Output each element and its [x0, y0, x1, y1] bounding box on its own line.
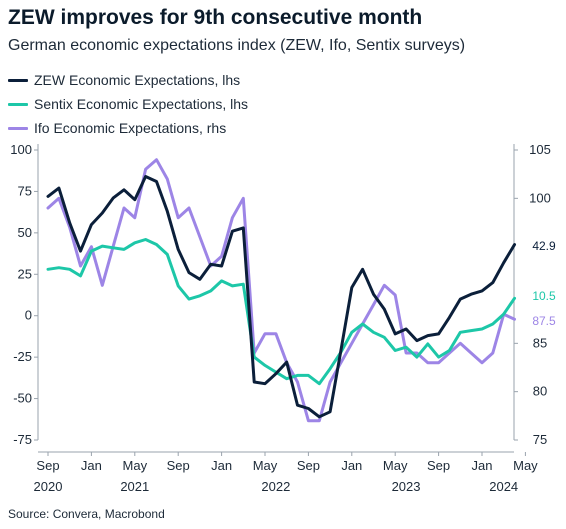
left-axis-tick-label: -75 — [13, 432, 32, 447]
left-axis-tick-label: -25 — [13, 349, 32, 364]
series-line-ifo — [46, 158, 516, 423]
x-axis-year-label: 2020 — [34, 479, 63, 494]
left-axis-tick-label: 0 — [25, 308, 32, 323]
x-axis-tick-label: Sep — [167, 458, 190, 473]
legend-item-ifo: Ifo Economic Expectations, rhs — [8, 116, 248, 140]
legend-swatch-zew — [8, 78, 28, 82]
x-axis-tick-label: Sep — [427, 458, 450, 473]
legend-swatch-ifo — [8, 126, 28, 130]
x-axis-tick-label: May — [383, 458, 408, 473]
x-axis-year-label: 2024 — [489, 479, 518, 494]
legend-item-zew: ZEW Economic Expectations, lhs — [8, 68, 248, 92]
x-axis-tick-label: Sep — [297, 458, 320, 473]
chart-subtitle: German economic expectations index (ZEW,… — [8, 37, 466, 54]
x-axis-year-label: 2023 — [392, 479, 421, 494]
series-line-sentix — [46, 238, 516, 386]
line-chart: 100 75 50 25 0 -25 -50 -75 105 100 85 80 75 Sep Jan May… — [10, 142, 556, 494]
end-value-label-ifo: 87.5 — [532, 314, 556, 328]
legend-swatch-sentix — [8, 102, 28, 106]
left-axis-tick-label: 25 — [18, 266, 32, 281]
end-value-label-sentix: 10.5 — [532, 289, 556, 303]
x-axis-year-label: 2021 — [120, 479, 149, 494]
x-axis-tick-label: Jan — [472, 458, 493, 473]
x-axis-tick-label: Jan — [211, 458, 232, 473]
right-axis-tick-label: 80 — [533, 384, 547, 399]
x-axis-tick-label: May — [123, 458, 148, 473]
left-axis-tick-label: 100 — [10, 142, 32, 157]
legend-label-zew: ZEW Economic Expectations, lhs — [34, 72, 241, 88]
legend-label-ifo: Ifo Economic Expectations, rhs — [34, 120, 227, 136]
legend-label-sentix: Sentix Economic Expectations, lhs — [34, 96, 248, 112]
chart-title: ZEW improves for 9th consecutive month — [8, 6, 423, 29]
left-axis-tick-label: 75 — [18, 183, 32, 198]
x-axis-tick-label: May — [513, 458, 538, 473]
right-axis-tick-label: 105 — [529, 142, 551, 157]
left-axis-tick-label: -50 — [13, 391, 32, 406]
source-note: Source: Convera, Macrobond — [8, 507, 165, 521]
x-axis-tick-label: Jan — [341, 458, 362, 473]
right-axis-tick-label: 85 — [533, 335, 547, 350]
x-axis-year-label: 2022 — [261, 479, 290, 494]
chart-legend: ZEW Economic Expectations, lhs Sentix Ec… — [8, 68, 248, 140]
series-line-zew — [46, 175, 516, 419]
legend-item-sentix: Sentix Economic Expectations, lhs — [8, 92, 248, 116]
left-axis-tick-label: 50 — [18, 225, 32, 240]
right-axis-tick-label: 75 — [533, 432, 547, 447]
right-axis-tick-label: 100 — [529, 190, 551, 205]
x-axis-tick-label: Jan — [81, 458, 102, 473]
x-axis-tick-label: Sep — [36, 458, 59, 473]
x-axis-tick-label: May — [253, 458, 278, 473]
end-value-label-zew: 42.9 — [532, 239, 556, 253]
